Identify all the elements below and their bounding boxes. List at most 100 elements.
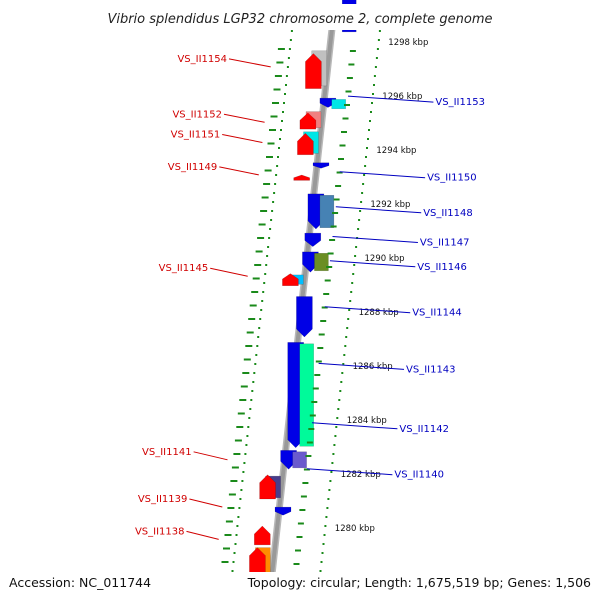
left-gene-label: VS_II1151 bbox=[171, 130, 221, 141]
ring-dot bbox=[281, 120, 283, 122]
ring-dot bbox=[255, 354, 258, 356]
left-leader-line bbox=[186, 530, 219, 540]
ring-tick-inner bbox=[234, 439, 242, 442]
gene-g1153a bbox=[331, 99, 346, 110]
ring-dot bbox=[322, 543, 325, 545]
right-gene-label: VS_II1143 bbox=[406, 364, 456, 375]
gene-g1142a bbox=[292, 451, 307, 469]
ring-tick-outer bbox=[308, 428, 315, 430]
ring-tick-inner bbox=[273, 88, 281, 91]
kbp-label: 1282 kbp bbox=[341, 470, 381, 480]
ring-dot bbox=[261, 300, 264, 302]
ring-tick-inner bbox=[223, 547, 230, 550]
ring-tick-inner bbox=[255, 250, 263, 253]
ring-dot bbox=[360, 201, 363, 203]
ring-tick-inner bbox=[276, 61, 284, 64]
ring-dot bbox=[231, 570, 234, 572]
ring-tick-outer bbox=[320, 320, 327, 322]
ring-dot bbox=[353, 264, 356, 266]
ring-tick-inner bbox=[267, 142, 275, 145]
ring-dot bbox=[363, 174, 366, 176]
gene-g1147 bbox=[304, 232, 322, 247]
ring-tick-outer bbox=[300, 495, 307, 498]
ring-dot bbox=[239, 498, 242, 500]
right-leader-line bbox=[306, 468, 393, 476]
ring-dot bbox=[367, 138, 369, 140]
ring-dot bbox=[257, 336, 260, 338]
ring-dot bbox=[273, 192, 276, 194]
right-leader-line bbox=[332, 236, 418, 243]
ring-tick-outer bbox=[315, 360, 322, 363]
ring-tick-outer bbox=[321, 306, 328, 309]
ring-dot bbox=[246, 435, 249, 437]
ring-dot bbox=[248, 417, 251, 419]
ring-dot bbox=[324, 525, 327, 527]
ring-dot bbox=[373, 84, 375, 86]
ring-tick-outer bbox=[309, 414, 316, 417]
ring-tick-inner bbox=[230, 480, 238, 482]
right-leader-line bbox=[318, 362, 405, 370]
ring-tick-outer bbox=[299, 509, 306, 511]
ring-tick-outer bbox=[323, 293, 330, 295]
ring-dot bbox=[336, 417, 339, 419]
ring-tick-outer bbox=[296, 536, 303, 538]
ring-dot bbox=[266, 255, 269, 257]
ring-tick-inner bbox=[239, 399, 247, 401]
right-leader-line bbox=[324, 306, 411, 314]
right-leader-line bbox=[347, 95, 434, 103]
ring-dot bbox=[341, 372, 344, 374]
ring-tick-inner bbox=[228, 493, 236, 496]
ring-tick-inner bbox=[237, 412, 245, 415]
ring-dot bbox=[321, 552, 324, 554]
ring-dot bbox=[285, 75, 288, 77]
kbp-label: 1296 kbp bbox=[382, 92, 422, 102]
ring-dot bbox=[326, 507, 329, 509]
ring-dot bbox=[260, 309, 263, 311]
ring-dot bbox=[289, 39, 292, 41]
ring-dot bbox=[375, 57, 378, 59]
ring-dot bbox=[352, 273, 355, 275]
gene-g1148a bbox=[319, 195, 335, 228]
ring-tick-inner bbox=[248, 318, 256, 320]
ring-tick-outer bbox=[312, 387, 319, 390]
ring-dot bbox=[376, 48, 379, 50]
ring-tick-inner bbox=[251, 291, 259, 293]
ring-dot bbox=[378, 30, 381, 32]
left-gene-label: VS_II1145 bbox=[159, 263, 209, 274]
ring-tick-outer bbox=[318, 333, 325, 336]
ring-dot bbox=[329, 480, 332, 482]
ring-dot bbox=[358, 219, 361, 221]
ring-tick-inner bbox=[266, 156, 273, 158]
kbp-label: 1288 kbp bbox=[359, 308, 399, 318]
ring-dot bbox=[272, 201, 275, 203]
ring-tick-inner bbox=[233, 453, 241, 455]
left-gene-label: VS_II1154 bbox=[177, 54, 227, 65]
right-gene-label: VS_II1142 bbox=[399, 424, 449, 435]
ring-tick-outer bbox=[293, 563, 300, 565]
gene-g1146a bbox=[314, 253, 329, 272]
ring-dot bbox=[275, 174, 278, 176]
ring-tick-inner bbox=[245, 345, 253, 347]
ring-dot bbox=[345, 336, 348, 338]
ring-dot bbox=[361, 192, 364, 194]
gene-g1149 bbox=[293, 174, 310, 181]
right-leader-line bbox=[335, 206, 422, 214]
left-leader-line bbox=[222, 134, 263, 143]
gene-g1140 bbox=[274, 506, 292, 516]
ring-dot bbox=[364, 165, 367, 167]
ring-tick-inner bbox=[246, 331, 254, 334]
ring-dot bbox=[340, 381, 343, 383]
ring-dot bbox=[267, 246, 270, 248]
ring-dot bbox=[277, 156, 279, 158]
ring-dot bbox=[284, 93, 286, 95]
ring-dot bbox=[271, 210, 274, 212]
ring-dot bbox=[244, 453, 247, 455]
ring-dot bbox=[251, 390, 254, 392]
ring-dot bbox=[372, 93, 374, 95]
ring-dot bbox=[357, 228, 360, 230]
accession-text: Accession: NC_011744 bbox=[9, 575, 151, 590]
ring-tick-inner bbox=[261, 196, 269, 199]
ring-dot bbox=[269, 228, 272, 230]
gene-g1154 bbox=[305, 53, 322, 89]
ring-dot bbox=[234, 543, 237, 545]
